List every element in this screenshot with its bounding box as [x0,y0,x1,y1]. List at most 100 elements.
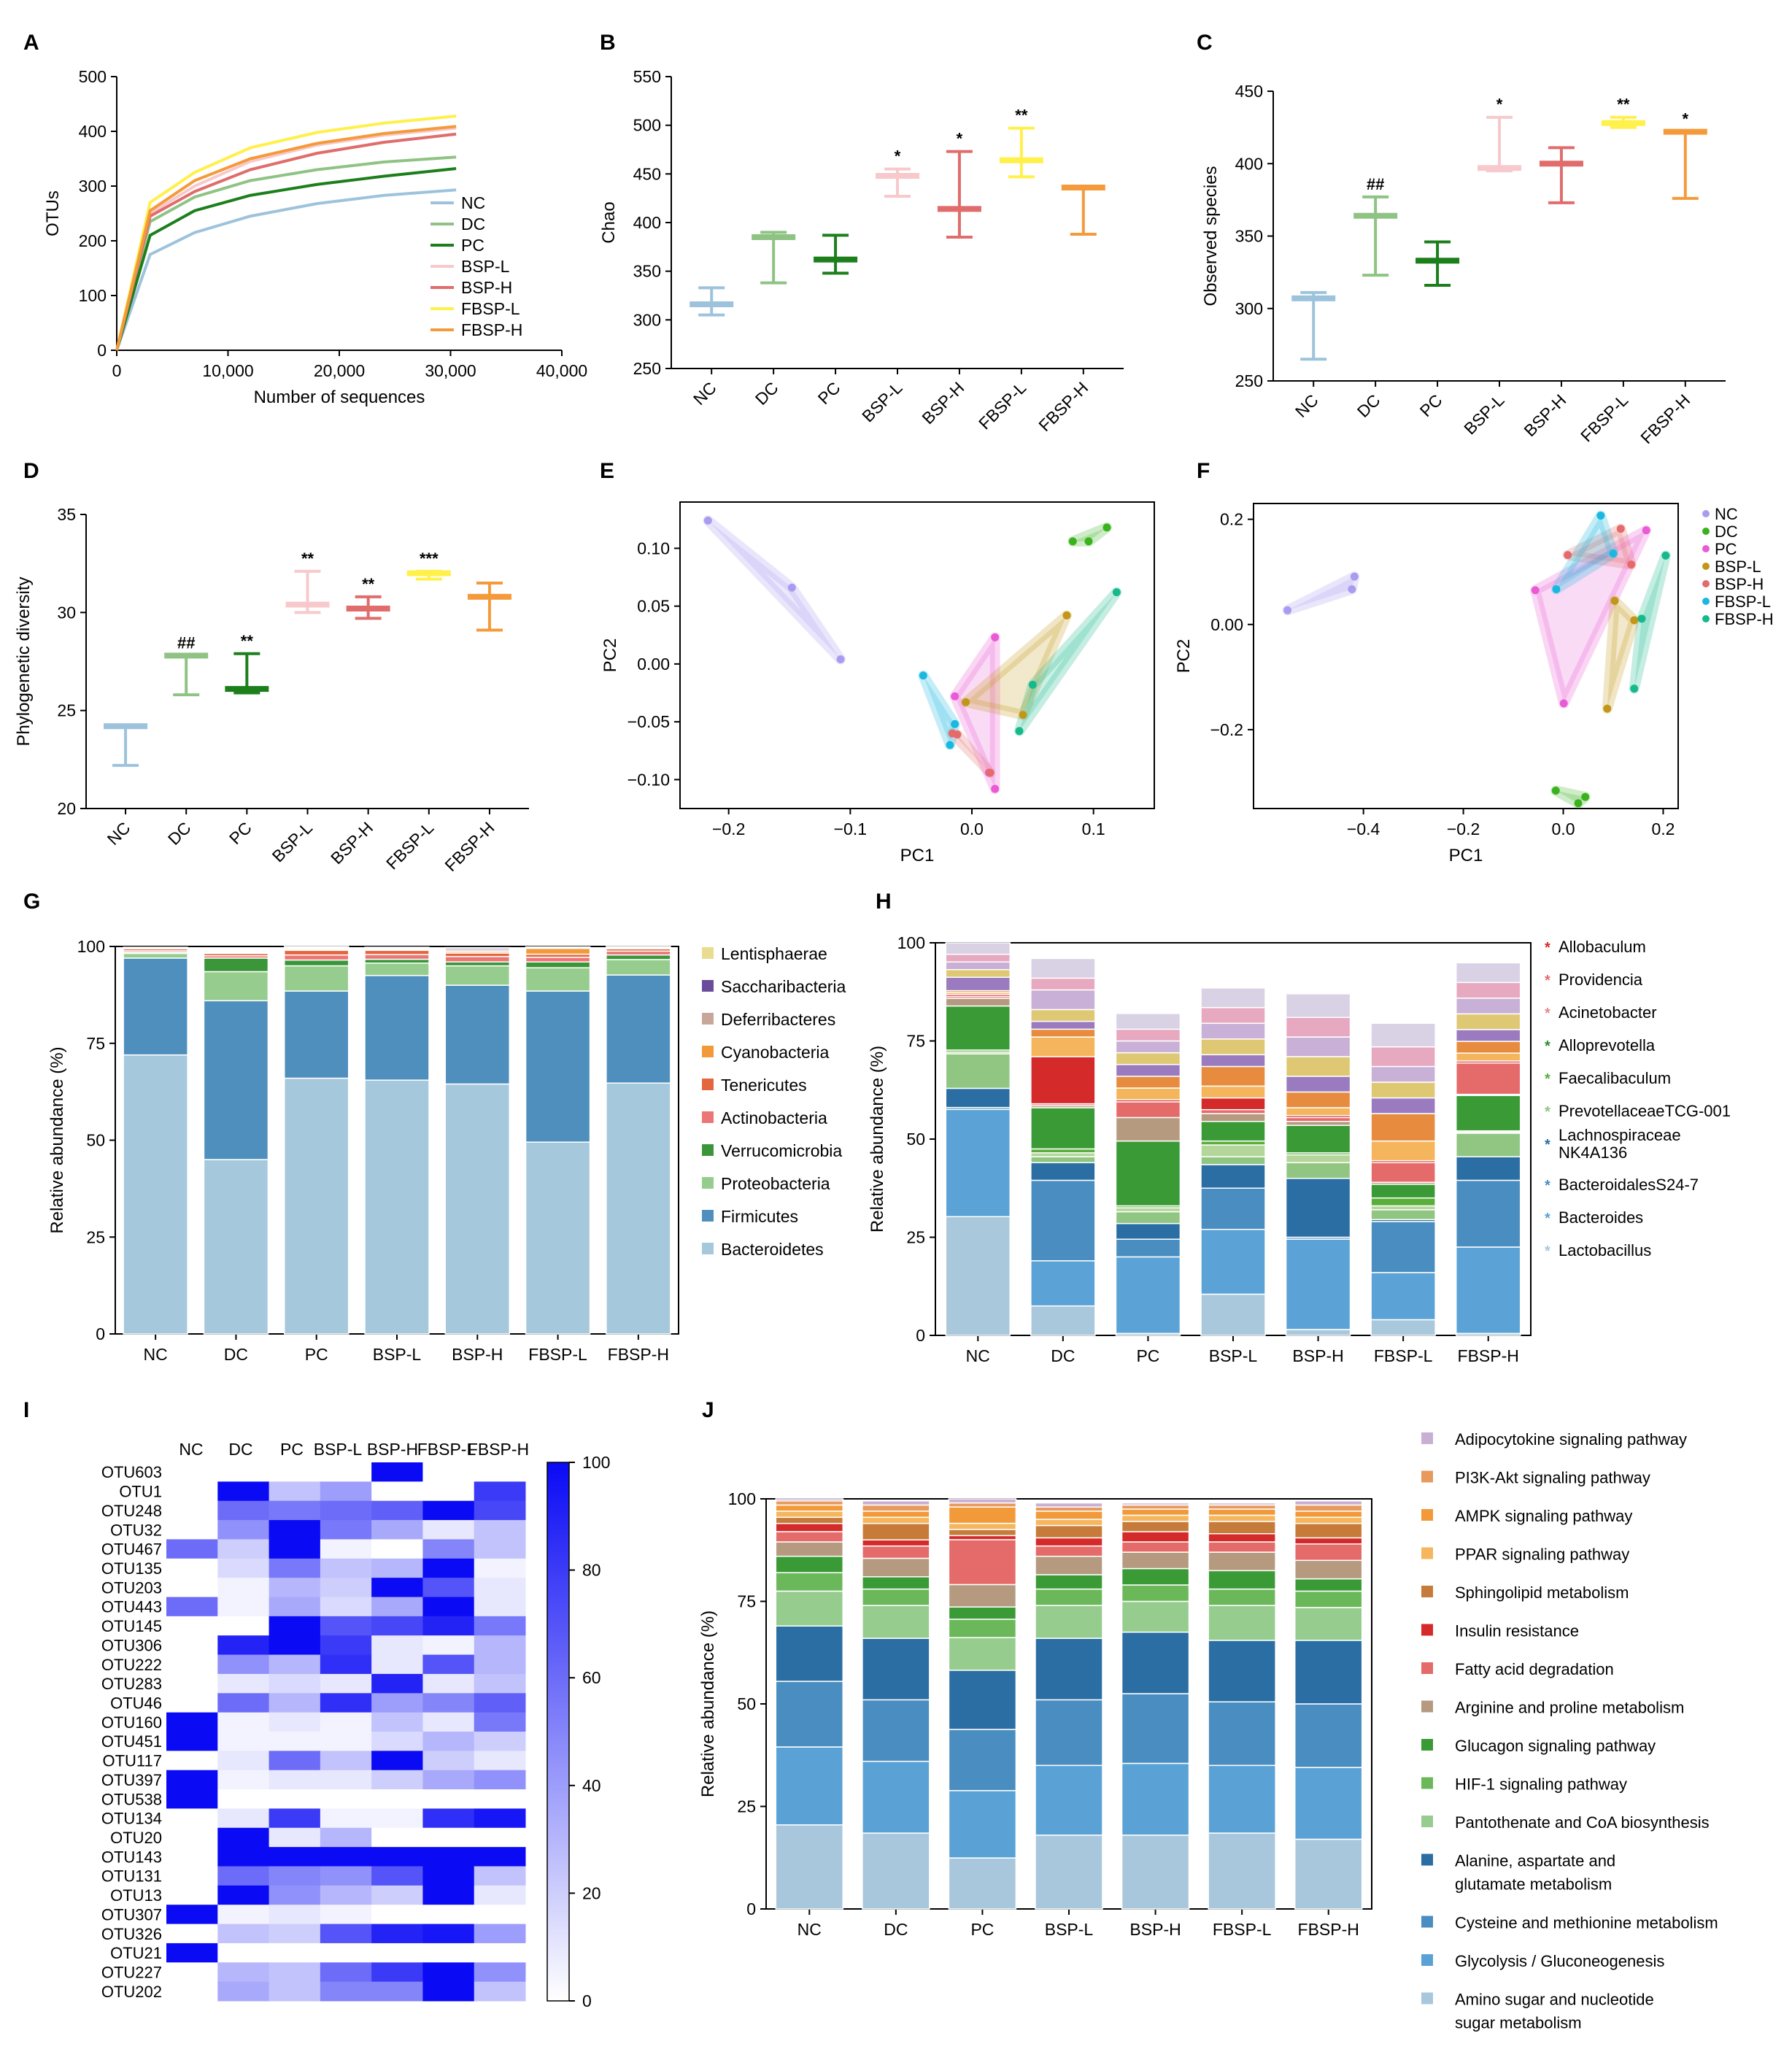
bar-segment-FBSP-L-Arginine and proline metabolism [1208,1551,1276,1572]
heatmap-cell-OTU603-BSP-H [371,1462,423,1482]
bar-segment-DC-s18 [1030,957,1096,979]
heatmap-cell-OTU603-DC [217,1462,270,1482]
heatmap-cell-OTU32-DC [217,1520,270,1540]
legend-label-Faecalibaculum: Faecalibaculum [1559,1069,1671,1087]
panel-G-stacked-bar: 0 25 50 75 100 Relative abundance (%) NC DC PC BS… [47,937,846,1364]
bar-segment-NC-Sphingolipid metabolism [775,1516,844,1524]
bar-segment-BSP-H-s17 [1285,1017,1351,1038]
bar-segment-FBSP-L-Alanine, aspartate and glutamate metabolism [1208,1640,1276,1702]
bar-segment-DC-Alanine, aspartate and glutamate metabolism [862,1637,930,1701]
x-tick-label: FBSP-H [608,1345,669,1364]
heatmap-cell-OTU117-BSP-L [320,1751,372,1771]
x-tick-label: NC [966,1346,990,1365]
y-tick-label: 300 [79,177,107,196]
bar-segment-PC-Amino sugar and nucleotide sugar metabolism [948,1857,1017,1910]
bar-segment-NC-Adipocytokine signaling pathway [775,1498,844,1502]
row-label-OTU603: OTU603 [101,1463,162,1481]
heatmap-cell-OTU202-DC [217,1981,270,2002]
median-bar-PC [225,686,269,693]
legend-label-AMPK signaling pathway: AMPK signaling pathway [1455,1507,1632,1525]
group-hull-BSP-L [1602,595,1640,714]
row-label-OTU248: OTU248 [101,1502,162,1520]
bar-segment-DC-s16 [1030,989,1096,1011]
heatmap-cell-OTU307-BSP-H [371,1905,423,1925]
heatmap-cell-OTU538-BSP-L [320,1789,372,1809]
heatmap-cell-OTU203-FBSP-H [474,1578,526,1597]
bar-segment-DC-AMPK signaling pathway [862,1511,930,1519]
heatmap-cell-OTU397-DC [217,1770,270,1790]
heatmap-cell-OTU451-NC [166,1732,218,1751]
bar-segment-FBSP-L-s18 [1370,1022,1436,1048]
column-label-BSP-L: BSP-L [314,1440,363,1459]
bar-segment-BSP-H-HIF-1 signaling pathway [1121,1584,1190,1602]
legend-label-Alanine, aspartate and glutamate metabolism-cont: glutamate metabolism [1455,1875,1612,1894]
heatmap-cell-OTU117-PC [269,1751,321,1771]
significance-mark-BSP-H: * [957,130,963,148]
group-hull-PC [1530,525,1652,709]
bar-segment-BSP-L-AMPK signaling pathway [1035,1511,1103,1520]
bar-segment-FBSP-L-s8 [1370,1184,1436,1199]
bar-segment-NC-Cysteine and methionine metabolism [775,1681,844,1748]
legend-swatch-Insulin resistance [1421,1624,1433,1636]
bar-segment-BSP-H-Insulin resistance [1121,1531,1190,1543]
x-tick-label: BSP-H [452,1345,503,1364]
heatmap-cell-OTU603-BSP-L [320,1462,372,1482]
heatmap-cell-OTU145-FBSP-L [422,1616,475,1636]
point-PC [951,692,959,701]
heatmap-cell-OTU20-NC [166,1827,218,1848]
bar-segment-FBSP-L-Proteobacteria [525,967,591,992]
heatmap-cell-OTU135-FBSP-H [474,1558,526,1578]
bar-segment-DC-Amino sugar and nucleotide sugar metabolism [862,1832,930,1910]
bar-segment-FBSP-L-s13 [1370,1113,1436,1142]
point-BSP-L [1610,596,1619,605]
x-tick-label: PC [225,818,255,848]
legend-marker-Alloprevotella: * [1545,1038,1550,1054]
heatmap-cell-OTU134-BSP-L [320,1808,372,1829]
heatmap-cell-OTU451-BSP-H [371,1732,423,1751]
bar-segment-BSP-H-Proteobacteria [444,965,511,986]
legend-label-BSP-H: BSP-H [1715,575,1764,593]
significance-mark-BSP-L: * [895,147,901,166]
heatmap-cell-OTU222-FBSP-H [474,1654,526,1675]
row-label-OTU451: OTU451 [101,1732,162,1751]
x-tick-label: DC [884,1920,908,1939]
legend-marker-PrevotellaceaeTCG-001: * [1545,1104,1550,1120]
legend-label-Firmicutes: Firmicutes [721,1207,798,1226]
bar-segment-BSP-L-PI3K-Akt signaling pathway [1035,1506,1103,1512]
bar-segment-DC-s15 [1030,1008,1096,1022]
bar-segment-NC-Firmicutes [123,957,188,1056]
heatmap-cell-OTU306-PC [269,1635,321,1656]
point-BSP-H [953,730,962,739]
legend-marker-BSP-L [1702,563,1710,570]
heatmap-cell-OTU306-BSP-L [320,1635,372,1656]
bar-segment-PC-s2 [1115,1256,1181,1335]
point-PC [1642,526,1650,535]
bar-segment-FBSP-H-Lentisphaerae [606,946,671,948]
bar-segment-BSP-H-s4 [1285,1178,1351,1238]
point-FBSP-L [946,741,954,749]
bar-segment-PC-Actinobacteria [283,954,349,961]
point-FBSP-H [1661,551,1670,560]
y-tick-label: 0.00 [1210,615,1243,634]
panel-H-stacked-bar: 0 25 50 75 100 Relative abundance (%) NC DC PC BS… [868,933,1731,1365]
bar-segment-DC-Glucagon signaling pathway [862,1576,930,1590]
heatmap-cell-OTU248-FBSP-H [474,1500,526,1521]
row-label-OTU46: OTU46 [110,1694,162,1712]
x-tick-label: 0.0 [960,819,984,838]
significance-mark-FBSP-L: ** [1015,107,1028,125]
y-axis-label: Chao [599,201,619,243]
column-label-FBSP-H: FBSP-H [468,1440,529,1459]
bar-segment-DC-Glycolysis / Gluconeogenesis [862,1760,930,1834]
heatmap-cell-OTU117-DC [217,1751,270,1771]
heatmap-cell-OTU160-BSP-L [320,1712,372,1732]
heatmap-cell-OTU1-BSP-L [320,1481,372,1502]
legend-swatch-HIF-1 signaling pathway [1421,1777,1433,1789]
bar-segment-BSP-L-Firmicutes [364,975,430,1081]
x-tick-label: BSP-H [1292,1346,1343,1365]
y-tick-label: 75 [737,1592,756,1611]
legend-label-Allobaculum: Allobaculum [1559,938,1646,956]
heatmap-cell-OTU306-FBSP-H [474,1635,526,1656]
heatmap-cell-OTU131-FBSP-H [474,1866,526,1886]
colorbar-tick-label: 60 [582,1668,601,1687]
bar-segment-NC-s15 [945,968,1011,978]
